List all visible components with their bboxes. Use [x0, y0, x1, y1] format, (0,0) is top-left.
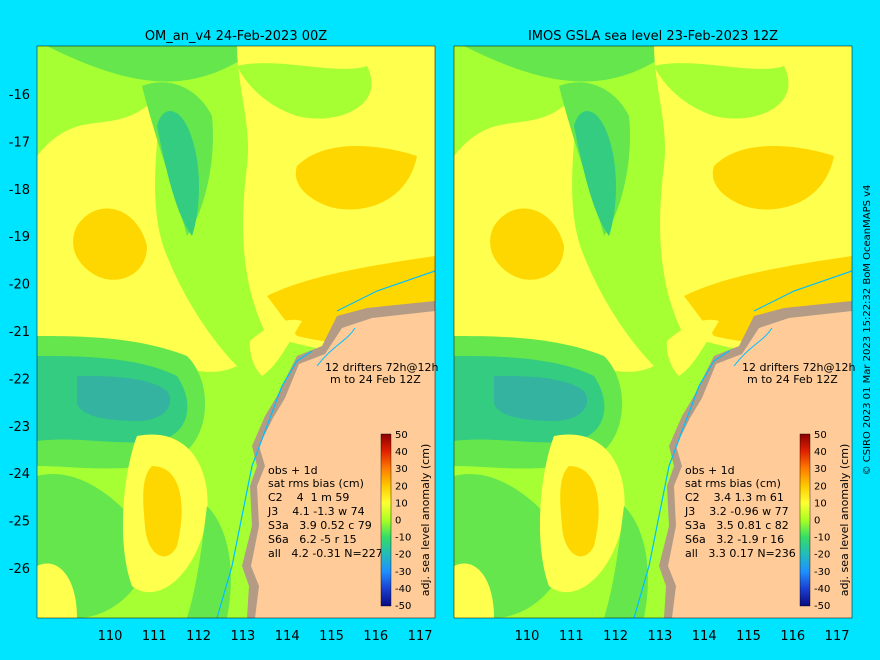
colorbar-tick-label: -20 [395, 550, 411, 561]
x-tick-label: 113 [230, 629, 255, 644]
y-tick-label: -18 [9, 183, 30, 198]
x-tick-label: 115 [319, 629, 344, 644]
x-tick-label: 117 [825, 629, 850, 644]
y-tick-label: -20 [9, 278, 30, 293]
colorbar-tick-label: 10 [814, 498, 827, 509]
right-map-frame [453, 45, 853, 619]
colorbar-tick-label: 50 [814, 430, 827, 441]
right-stats-row: S6a 3.2 -1.9 r 16 [685, 533, 784, 546]
colorbar-tick-label: 0 [814, 516, 820, 527]
colorbar-tick-label: 30 [395, 464, 408, 475]
right-stats-row: all 3.3 0.17 N=236 [685, 547, 796, 560]
x-tick-label: 116 [363, 629, 388, 644]
left-stats-header: sat rms bias (cm) [268, 477, 364, 490]
right-stats-title: obs + 1d [685, 464, 735, 477]
left-colorbar [380, 433, 392, 607]
colorbar-tick-label: 10 [395, 498, 408, 509]
left-stats-row: C2 4 1 m 59 [268, 491, 349, 504]
colorbar-tick-label: 20 [814, 481, 827, 492]
right-stats-box: obs + 1d sat rms bias (cm) C2 3.4 1.3 m … [684, 464, 796, 560]
left-stats-row: J3 4.1 -1.3 w 74 [267, 505, 365, 518]
left-drifters-label-line1: 12 drifters 72h@12h [325, 361, 439, 374]
colorbar-tick-label: -30 [814, 567, 830, 578]
right-panel-title: IMOS GSLA sea level 23-Feb-2023 12Z [528, 29, 778, 44]
x-tick-label: 111 [559, 629, 584, 644]
left-stats-title: obs + 1d [268, 464, 318, 477]
x-tick-label: 110 [515, 629, 540, 644]
left-drifters-label-line2: m to 24 Feb 12Z [330, 373, 421, 386]
right-drifters-label-line2: m to 24 Feb 12Z [747, 373, 838, 386]
right-drifters-label-line1: 12 drifters 72h@12h [742, 361, 856, 374]
x-tick-label: 112 [603, 629, 628, 644]
x-tick-label: 113 [647, 629, 672, 644]
colorbar-tick-label: -10 [814, 533, 830, 544]
right-colorbar [799, 433, 811, 607]
left-panel: OM_an_v4 24-Feb-2023 00Z 12 drifters 72h… [36, 29, 439, 619]
right-stats-row: C2 3.4 1.3 m 61 [685, 491, 784, 504]
colorbar-tick-label: 0 [395, 516, 401, 527]
colorbar-tick-label: -30 [395, 567, 411, 578]
x-tick-label: 112 [186, 629, 211, 644]
colorbar-tick-label: -40 [814, 584, 830, 595]
left-stats-box: obs + 1d sat rms bias (cm) C2 4 1 m 59 J… [267, 464, 383, 560]
left-stats-row: all 4.2 -0.31 N=227 [268, 547, 383, 560]
right-colorbar-label: adj. sea level anomaly (cm) [838, 444, 851, 596]
colorbar-tick-label: 50 [395, 430, 408, 441]
axis-ticks: 110 110 111 111 112 112 113 113 114 114 115 115 116 1… [9, 88, 850, 644]
y-tick-label: -17 [9, 135, 30, 150]
right-stats-row: S3a 3.5 0.81 c 82 [685, 519, 789, 532]
y-tick-label: -19 [9, 230, 30, 245]
left-colorbar-label: adj. sea level anomaly (cm) [419, 444, 432, 596]
left-stats-row: S6a 6.2 -5 r 15 [268, 533, 357, 546]
x-tick-label: 116 [780, 629, 805, 644]
left-map-frame [36, 45, 436, 619]
right-stats-header: sat rms bias (cm) [685, 477, 781, 490]
y-tick-label: -26 [9, 562, 30, 577]
x-tick-label: 114 [692, 629, 717, 644]
y-tick-label: -22 [9, 372, 30, 387]
colorbar-tick-label: -40 [395, 584, 411, 595]
y-tick-label: -16 [9, 88, 30, 103]
copyright-notice: © CSIRO 2023 01 Mar 2023 15:22:32 BoM Oc… [862, 185, 873, 476]
right-panel: IMOS GSLA sea level 23-Feb-2023 12Z 12 d… [453, 29, 856, 619]
x-tick-label: 111 [142, 629, 167, 644]
colorbar-tick-label: -20 [814, 550, 830, 561]
colorbar-tick-label: 40 [814, 447, 827, 458]
right-colorbar-ticks: 50 40 30 20 10 0 -10 -20 -30 -40 -50 [814, 430, 830, 612]
left-colorbar-ticks: 50 40 30 20 10 0 -10 -20 -30 -40 -50 [395, 430, 411, 612]
x-tick-label: 115 [736, 629, 761, 644]
x-tick-label: 110 [98, 629, 123, 644]
y-tick-label: -25 [9, 515, 30, 530]
x-tick-label: 114 [275, 629, 300, 644]
left-panel-title: OM_an_v4 24-Feb-2023 00Z [145, 29, 327, 44]
colorbar-tick-label: 30 [814, 464, 827, 475]
y-tick-label: -24 [9, 467, 30, 482]
right-stats-row: J3 3.2 -0.96 w 77 [684, 505, 789, 518]
colorbar-tick-label: 40 [395, 447, 408, 458]
colorbar-tick-label: -10 [395, 533, 411, 544]
left-stats-row: S3a 3.9 0.52 c 79 [268, 519, 372, 532]
y-tick-label: -23 [9, 420, 30, 435]
x-tick-label: 117 [408, 629, 433, 644]
colorbar-tick-label: 20 [395, 481, 408, 492]
y-tick-label: -21 [9, 325, 30, 340]
colorbar-tick-label: -50 [395, 601, 411, 612]
colorbar-tick-label: -50 [814, 601, 830, 612]
